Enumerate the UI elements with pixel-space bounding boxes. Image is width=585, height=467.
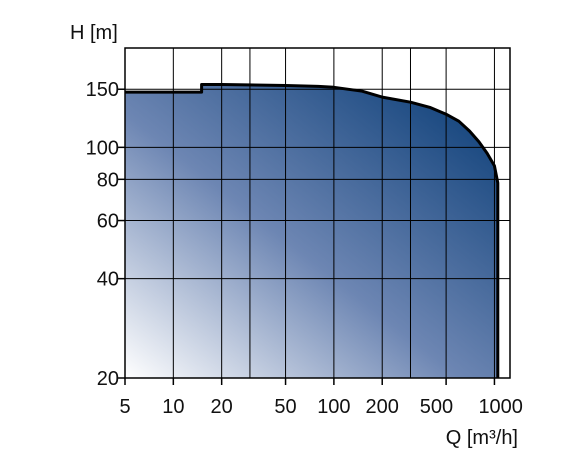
x-tick-label: 50 xyxy=(274,396,296,418)
x-tick-label: 20 xyxy=(211,396,233,418)
plot-frame xyxy=(124,47,511,379)
x-tick-label: 1000 xyxy=(478,396,523,418)
y-tick-label: 150 xyxy=(86,79,119,101)
performance-curve xyxy=(125,83,500,378)
y-tick-labels: 20 40 60 80 100 150 xyxy=(86,79,119,390)
y-tick-label: 20 xyxy=(97,368,119,390)
x-tick-labels: 5 10 20 50 100 200 500 1000 xyxy=(119,396,523,418)
y-tick-label: 80 xyxy=(97,169,119,191)
performance-area xyxy=(125,84,498,378)
y-axis-title: H [m] xyxy=(70,22,118,44)
x-axis-title: Q [m³/h] xyxy=(446,427,518,449)
x-tick-label: 200 xyxy=(366,396,399,418)
y-tick-label: 40 xyxy=(97,269,119,291)
x-tick-label: 10 xyxy=(162,396,184,418)
x-tick-label: 5 xyxy=(119,396,130,418)
x-tick-label: 100 xyxy=(317,396,350,418)
axis-tick-marks xyxy=(118,88,496,385)
y-tick-label: 100 xyxy=(86,137,119,159)
y-tick-label: 60 xyxy=(97,211,119,233)
x-tick-label: 500 xyxy=(420,396,453,418)
